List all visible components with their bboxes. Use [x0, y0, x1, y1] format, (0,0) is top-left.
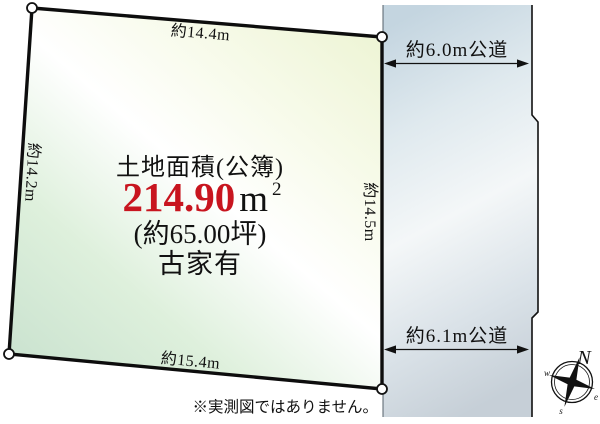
road-width-arrow-bottom: [384, 345, 529, 354]
dimension-right: 約14.5m: [361, 182, 379, 242]
dimension-top: 約14.4m: [170, 22, 231, 45]
road-width-label-bottom: 約6.1m公道: [406, 325, 509, 347]
compass-west-label: w: [544, 368, 550, 378]
area-value: 214.90: [122, 174, 235, 220]
corner-marker-top-left: [26, 2, 38, 14]
dimension-bottom: 約15.4m: [160, 349, 221, 372]
compass-south-label: s: [559, 406, 563, 416]
corner-marker-bottom-right: [376, 383, 388, 395]
road-width-label-top: 約6.0m公道: [406, 39, 509, 61]
road-area: [383, 5, 538, 417]
corner-marker-top-right: [376, 31, 388, 43]
area-unit-superscript: 2: [272, 179, 282, 200]
compass-east-label: e: [594, 392, 598, 402]
area-title: 土地面積(公簿): [116, 154, 284, 181]
road-width-arrow-top: [384, 59, 529, 68]
compass-star: [549, 357, 595, 407]
corner-marker-bottom-left: [3, 348, 15, 360]
building-note: 古家有: [158, 249, 242, 279]
area-tsubo: (約65.00坪): [134, 219, 267, 249]
compass-outer-circle: [550, 360, 594, 404]
road-right-edge-line: [531, 5, 539, 417]
area-value-line: 214.90 m 2: [122, 174, 281, 220]
compass-north-label: N: [576, 347, 592, 369]
dimension-left: 約14.2m: [21, 142, 43, 202]
area-unit: m: [239, 179, 268, 220]
compass: N w e s: [544, 347, 598, 416]
survey-note: ※実測図ではありません。: [192, 398, 378, 416]
compass-inner-circle: [554, 364, 590, 400]
